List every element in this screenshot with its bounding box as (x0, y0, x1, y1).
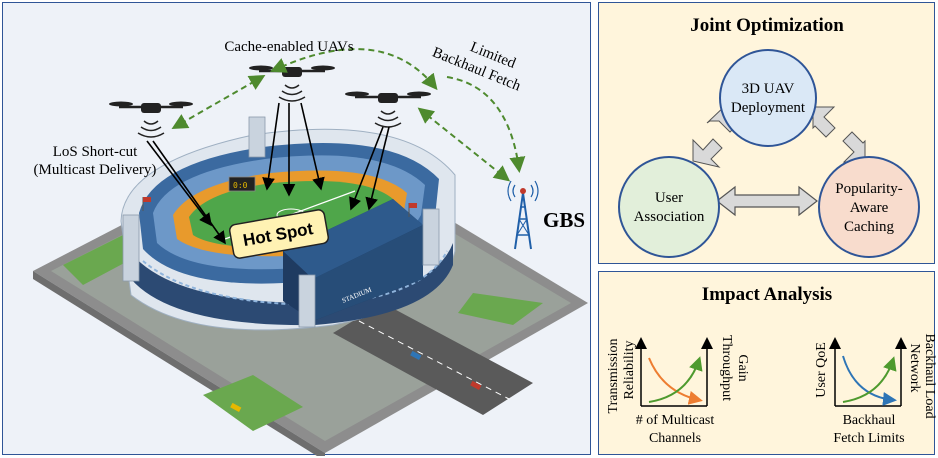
chart2-ylabel-left: User QoE (814, 342, 829, 398)
chart1-reliability-curve (648, 357, 703, 405)
chart2-qoe-curve (842, 356, 897, 403)
node-right-line3: Caching (844, 219, 894, 235)
node-popularity-aware-caching: Popularity- Aware Caching (818, 156, 920, 258)
uav-right-icon (345, 91, 431, 128)
chart1-ylabel-right-line2: Gain (735, 354, 750, 381)
node-user-association: User Association (618, 156, 720, 258)
chart2-xlabel-line1: Backhaul (843, 413, 896, 428)
los-label-line2: (Multicast Delivery) (34, 162, 157, 178)
impact-analysis-charts: Impact Analysis Transmission Reliability… (606, 284, 936, 446)
arrow-left-right (716, 185, 818, 217)
uav-label: Cache-enabled UAVs (224, 39, 353, 55)
node-right-line2: Aware (850, 200, 889, 216)
impact-title: Impact Analysis (702, 284, 832, 305)
chart1-xlabel-line2: Channels (649, 431, 701, 446)
stadium-scene: STADIUM 0:0 (33, 39, 588, 456)
chart2-xlabel-line2: Fetch Limits (833, 431, 904, 446)
chart1-ylabel-left-line1: Transmission (606, 339, 621, 414)
chart1-ylabel-right-line1: Throughput (719, 335, 734, 401)
uav-link-arrows (171, 48, 526, 182)
node-top-line1: 3D UAV (742, 81, 795, 97)
uav-middle-icon (249, 65, 335, 102)
chart1-throughput-curve (648, 356, 703, 403)
los-label-line1: LoS Short-cut (53, 144, 138, 160)
chart2-backhaul-load-curve (842, 355, 897, 406)
stadium: STADIUM 0:0 (120, 116, 456, 331)
hot-spot-badge: Hot Spot (228, 209, 330, 259)
gbs-label: GBS (543, 208, 585, 232)
chart2-ylabel-right-line1: Network (907, 344, 922, 393)
node-3d-uav-deployment: 3D UAV Deployment (719, 49, 817, 147)
arrow-top-right (812, 106, 866, 163)
scenario-illustration: STADIUM 0:0 (2, 2, 591, 456)
joint-optimization-panel: Joint Optimization 3D UAV Deployment Use… (598, 2, 935, 264)
gbs-tower-icon (507, 180, 539, 250)
node-right-line1: Popularity- (835, 181, 903, 197)
svg-text:0:0: 0:0 (233, 181, 248, 190)
chart2-ylabel-right-line2: Backhaul Load (922, 333, 936, 418)
multicast-arrows (146, 102, 390, 245)
joint-optimization-diagram: Joint Optimization 3D UAV Deployment Use… (618, 15, 920, 258)
chart1-xlabel-line1: # of Multicast (636, 413, 715, 428)
impact-analysis-panel: Impact Analysis Transmission Reliability… (598, 271, 936, 455)
uav-left-icon (109, 101, 193, 138)
joint-title: Joint Optimization (690, 15, 844, 36)
chart-backhaul-fetch-limits: User QoE Network Backhaul Load Backhaul … (814, 333, 936, 446)
chart-multicast-channels: Transmission Reliability Throughput Gain… (606, 335, 750, 446)
node-left-line1: User (655, 190, 683, 206)
node-left-line2: Association (634, 209, 705, 225)
node-top-line2: Deployment (731, 100, 806, 116)
chart1-ylabel-left-line2: Reliability (622, 340, 637, 399)
